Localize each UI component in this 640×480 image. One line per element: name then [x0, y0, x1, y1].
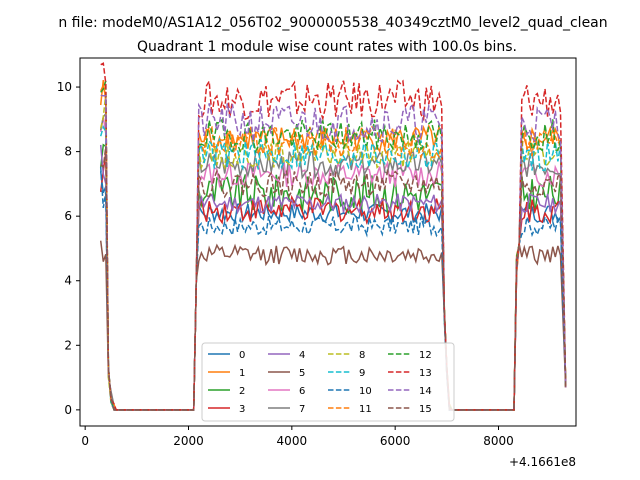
y-tick-label: 2: [64, 338, 72, 352]
y-tick-label: 10: [57, 80, 72, 94]
x-tick-label: 8000: [483, 434, 514, 448]
legend-label: 5: [299, 368, 305, 379]
legend-label: 7: [299, 404, 305, 415]
y-tick-label: 6: [64, 209, 72, 223]
x-tick-label: 2000: [173, 434, 204, 448]
legend-label: 10: [359, 386, 372, 397]
legend-label: 6: [299, 386, 305, 397]
legend-label: 2: [239, 386, 245, 397]
legend-label: 11: [359, 404, 372, 415]
legend-label: 15: [419, 404, 432, 415]
x-tick-label: 6000: [380, 434, 411, 448]
x-offset-label: +4.1661e8: [509, 455, 576, 469]
legend-label: 13: [419, 368, 432, 379]
legend-label: 8: [359, 350, 365, 361]
y-tick-label: 4: [64, 274, 72, 288]
series-line-9: [99, 125, 567, 411]
y-tick-label: 8: [64, 145, 72, 159]
legend-box: [201, 342, 455, 422]
y-tick-label: 0: [64, 403, 72, 417]
legend-label: 0: [239, 350, 245, 361]
chart-title: Quadrant 1 module wise count rates with …: [137, 39, 517, 55]
y-axis: 0 2 4 6 8 10: [57, 80, 80, 417]
legend-label: 9: [359, 368, 365, 379]
legend-label: 14: [419, 386, 432, 397]
x-axis: 0 2000 4000 6000 8000: [81, 426, 514, 448]
series-line-15: [100, 146, 567, 411]
figure-suptitle: n file: modeM0/AS1A12_056T02_9000005538_…: [58, 15, 607, 31]
axes-frame: [79, 57, 577, 427]
legend-label: 3: [239, 404, 245, 415]
x-tick-label: 0: [81, 434, 89, 448]
legend-label: 4: [299, 350, 305, 361]
legend-label: 1: [239, 368, 245, 379]
x-tick-label: 4000: [277, 434, 308, 448]
legend-label: 12: [419, 350, 432, 361]
